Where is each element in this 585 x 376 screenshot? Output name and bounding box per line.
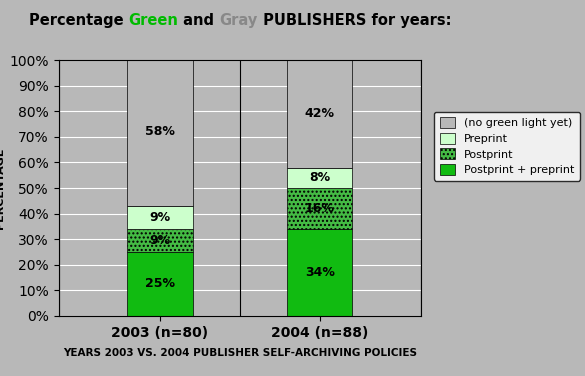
Bar — [287, 60, 352, 168]
Text: Gray: Gray — [219, 13, 257, 28]
Text: 16%: 16% — [305, 202, 335, 215]
Bar — [287, 168, 352, 188]
X-axis label: YEARS 2003 VS. 2004 PUBLISHER SELF-ARCHIVING POLICIES: YEARS 2003 VS. 2004 PUBLISHER SELF-ARCHI… — [63, 348, 417, 358]
Text: 9%: 9% — [150, 234, 171, 247]
Legend: (no green light yet), Preprint, Postprint, Postprint + preprint: (no green light yet), Preprint, Postprin… — [434, 112, 580, 180]
Text: 42%: 42% — [305, 108, 335, 120]
Bar — [128, 58, 192, 206]
Text: 8%: 8% — [309, 171, 330, 184]
Bar — [287, 229, 352, 316]
Text: 25%: 25% — [145, 277, 175, 290]
Text: Percentage: Percentage — [29, 13, 128, 28]
Text: PUBLISHERS for years:: PUBLISHERS for years: — [257, 13, 451, 28]
Text: Green: Green — [128, 13, 178, 28]
Text: 34%: 34% — [305, 266, 335, 279]
Bar — [128, 229, 192, 252]
Text: 9%: 9% — [150, 211, 171, 224]
Bar — [287, 188, 352, 229]
Bar — [128, 252, 192, 316]
Text: and: and — [178, 13, 219, 28]
Bar — [128, 206, 192, 229]
Text: 58%: 58% — [145, 125, 175, 138]
Y-axis label: PERCENTAGE: PERCENTAGE — [0, 147, 5, 229]
